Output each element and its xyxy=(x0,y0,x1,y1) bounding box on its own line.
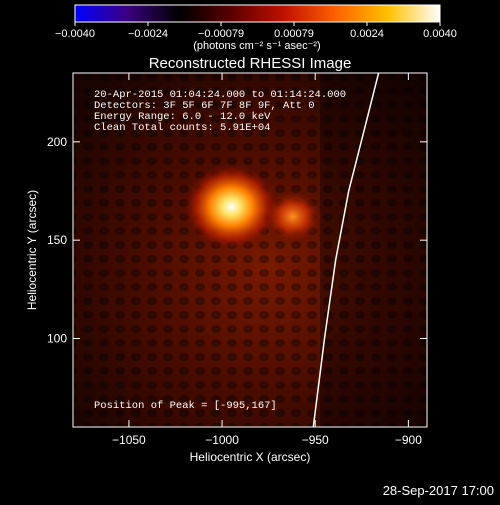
colorbar-tick-label: 0.0040 xyxy=(423,28,457,40)
y-tick-label: 200 xyxy=(47,135,67,149)
info-line: 20-Apr-2015 01:04:24.000 to 01:14:24.000 xyxy=(94,89,346,101)
colorbar-tick-label: 0.00079 xyxy=(274,28,314,40)
solar-limb-curve xyxy=(312,73,380,427)
x-tick-label: −1000 xyxy=(205,433,239,447)
info-text-block: 20-Apr-2015 01:04:24.000 to 01:14:24.000… xyxy=(94,89,346,134)
colorbar-tick-label: −0.0040 xyxy=(55,28,95,40)
axis-ticks: −1050 −1000 −950 −900 100 150 200 xyxy=(47,73,427,447)
colorbar-tick-label: −0.0024 xyxy=(128,28,168,40)
clean-ripple-pattern xyxy=(73,73,427,427)
x-tick-label: −900 xyxy=(395,433,422,447)
colorbar-tick-label: −0.00079 xyxy=(198,28,244,40)
colorbar-tick-label: 0.0024 xyxy=(350,28,384,40)
y-tick-label: 100 xyxy=(47,332,67,346)
plot-frame xyxy=(72,72,428,428)
image-area xyxy=(73,73,427,427)
y-tick-label: 150 xyxy=(47,233,67,247)
chart-title: Reconstructed RHESSI Image xyxy=(149,55,352,72)
colorbar-ticks: −0.0040 −0.0024 −0.00079 0.00079 0.0024 0.004… xyxy=(55,22,457,40)
info-line: Energy Range: 6.0 - 12.0 keV xyxy=(94,111,271,123)
peak-position-text: Position of Peak = [-995,167] xyxy=(94,400,277,412)
info-line: Detectors: 3F 5F 6F 7F 8F 9F, Att 0 xyxy=(94,100,315,112)
colorbar xyxy=(74,4,441,23)
x-axis-label: Heliocentric X (arcsec) xyxy=(190,450,311,464)
xray-source xyxy=(262,189,323,244)
x-tick-label: −1050 xyxy=(112,433,146,447)
x-tick-label: −950 xyxy=(302,433,329,447)
footer-timestamp: 28-Sep-2017 17:00 xyxy=(383,483,494,498)
xray-source xyxy=(183,163,280,250)
colorbar-unit-label: (photons cm⁻² s⁻¹ asec⁻²) xyxy=(193,40,320,52)
info-line: Clean Total counts: 5.91E+04 xyxy=(94,122,270,134)
y-axis-label: Heliocentric Y (arcsec) xyxy=(25,190,39,310)
off-limb-region xyxy=(320,73,427,427)
